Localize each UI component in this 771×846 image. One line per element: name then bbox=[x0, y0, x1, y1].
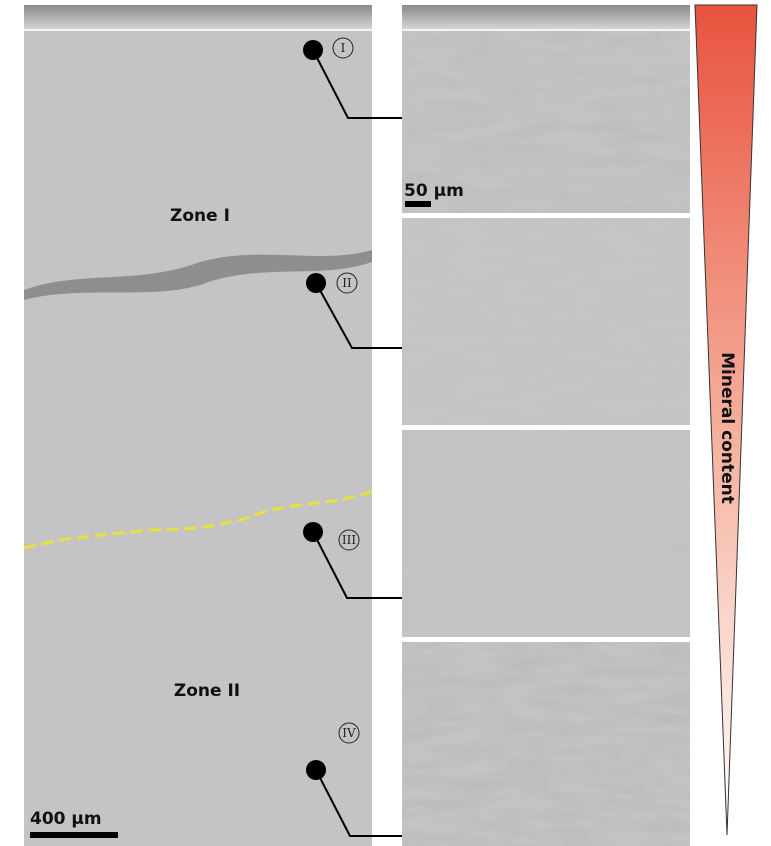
zone-label: Zone II bbox=[174, 681, 240, 701]
zone-label: Zone I bbox=[170, 206, 230, 226]
scale-bar bbox=[405, 201, 431, 207]
marker-label: III bbox=[342, 533, 356, 547]
gradient-label: Mineral content bbox=[717, 352, 737, 504]
marker-label: II bbox=[342, 276, 352, 290]
figure: I II III IV Zone I Zone II 400 μm 50 μm … bbox=[0, 0, 771, 846]
marker-label: IV bbox=[342, 726, 356, 740]
scale-label: 400 μm bbox=[30, 809, 102, 829]
detail-panels bbox=[402, 5, 690, 846]
marker-label: I bbox=[341, 41, 346, 55]
scale-bar bbox=[30, 832, 118, 838]
overview-image bbox=[24, 5, 372, 846]
scale-label: 50 μm bbox=[404, 181, 464, 201]
